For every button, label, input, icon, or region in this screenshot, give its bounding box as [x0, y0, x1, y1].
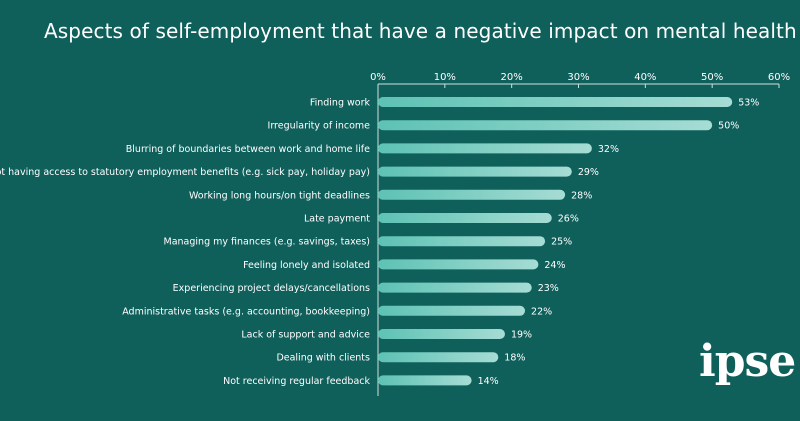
data-label: 26% [558, 214, 579, 225]
bar-row: Lack of support and advice 19% [241, 329, 532, 341]
bars-group: Finding work 53% Irregularity of income 50%… [0, 97, 759, 387]
x-axis: 0% 10% 20% 30% 40% 50% 60% [370, 72, 790, 396]
bar [378, 97, 733, 107]
x-tick-label: 60% [768, 72, 790, 83]
bar [378, 352, 499, 363]
data-label: 14% [478, 376, 499, 387]
x-tick-label: 40% [634, 72, 656, 83]
bar [378, 236, 546, 247]
bar [378, 120, 713, 131]
bar [378, 213, 552, 223]
bar-row: Administrative tasks (e.g. accounting, b… [122, 305, 552, 317]
data-label: 24% [544, 260, 565, 271]
bar [378, 166, 572, 177]
category-label: Experiencing project delays/cancellation… [173, 283, 370, 294]
bar-row: Not receiving regular feedback 14% [223, 375, 499, 387]
bar-row: Blurring of boundaries between work and … [126, 143, 619, 155]
bar-row: Dealing with clients 18% [276, 352, 525, 364]
category-label: Administrative tasks (e.g. accounting, b… [122, 306, 370, 317]
bar-row: Finding work 53% [310, 97, 759, 109]
bar [378, 329, 505, 339]
ipse-logo: ipse [699, 336, 796, 387]
data-label: 29% [578, 167, 599, 178]
data-label: 22% [531, 306, 552, 317]
category-label: Working long hours/on tight deadlines [189, 190, 370, 201]
category-label: Not receiving regular feedback [223, 376, 370, 387]
bar-row: Late payment 26% [304, 213, 579, 225]
data-label: 32% [598, 144, 619, 155]
x-tick-label: 10% [434, 72, 456, 83]
category-label: Blurring of boundaries between work and … [126, 144, 370, 155]
bar [378, 305, 526, 316]
data-label: 28% [571, 190, 592, 201]
x-tick-label: 50% [701, 72, 723, 83]
x-tick-label: 30% [567, 72, 589, 83]
category-label: Not having access to statutory employmen… [0, 167, 370, 178]
bar-row: Not having access to statutory employmen… [0, 166, 599, 178]
category-label: Dealing with clients [276, 353, 370, 364]
bar-row: Working long hours/on tight deadlines 28% [189, 189, 592, 201]
data-label: 19% [511, 330, 532, 341]
category-label: Late payment [304, 214, 370, 225]
chart-title: Aspects of self-employment that have a n… [44, 19, 797, 43]
category-label: Lack of support and advice [241, 330, 370, 341]
data-label: 50% [718, 121, 739, 132]
bar-row: Experiencing project delays/cancellation… [173, 282, 559, 294]
bar-row: Managing my finances (e.g. savings, taxe… [164, 236, 572, 248]
bar [378, 143, 592, 154]
data-label: 53% [738, 98, 759, 109]
data-label: 23% [538, 283, 559, 294]
bar [378, 259, 539, 270]
bar-row: Irregularity of income 50% [268, 120, 739, 132]
bar-row: Feeling lonely and isolated 24% [243, 259, 566, 271]
data-label: 25% [551, 237, 572, 248]
bar [378, 282, 532, 293]
category-label: Managing my finances (e.g. savings, taxe… [164, 237, 370, 248]
bar [378, 375, 472, 386]
category-label: Feeling lonely and isolated [243, 260, 370, 271]
data-label: 18% [504, 353, 525, 364]
x-tick-label: 0% [370, 72, 386, 83]
category-label: Irregularity of income [268, 121, 371, 132]
bar [378, 189, 566, 200]
x-tick-label: 20% [501, 72, 523, 83]
category-label: Finding work [310, 98, 371, 109]
